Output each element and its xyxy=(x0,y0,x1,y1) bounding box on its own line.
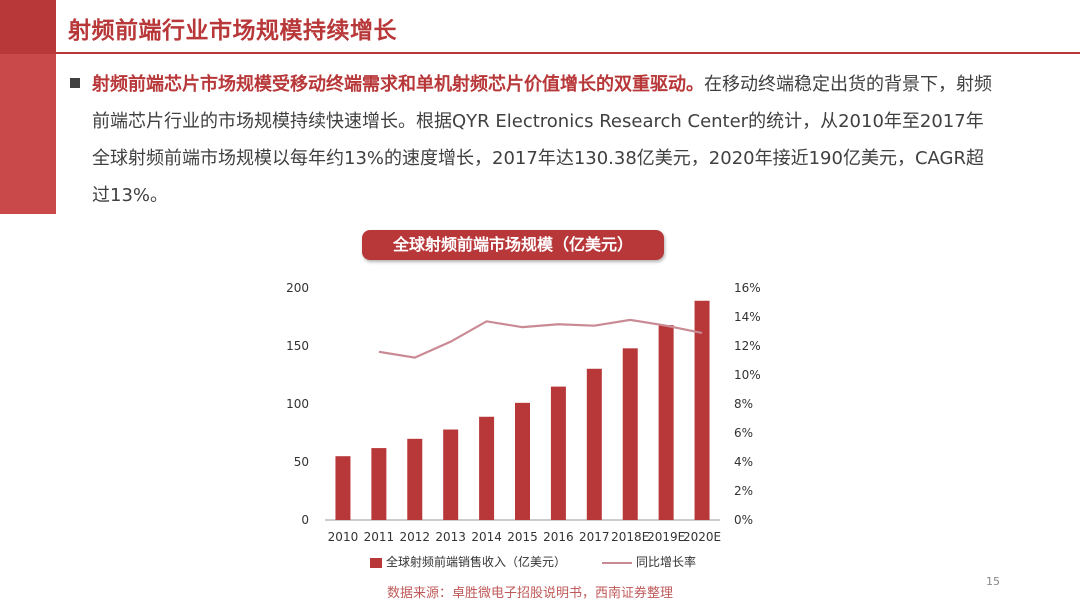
title-underline xyxy=(56,52,1080,54)
y2-tick-label: 14% xyxy=(734,310,761,324)
body-text: 在移动终端稳定出货的背景下，射频前端芯片行业的市场规模持续快速增长。根据QYR … xyxy=(92,74,992,206)
bar xyxy=(371,448,387,520)
y2-tick-label: 8% xyxy=(734,397,753,411)
data-source-note: 数据来源：卓胜微电子招股说明书，西南证券整理 xyxy=(387,586,674,601)
x-tick-label: 2010 xyxy=(328,530,359,544)
x-tick-label: 2013 xyxy=(435,530,466,544)
x-tick-label: 2017 xyxy=(579,530,610,544)
x-tick-label: 2012 xyxy=(399,530,430,544)
bar xyxy=(335,456,351,520)
bar xyxy=(658,325,674,520)
y2-tick-label: 12% xyxy=(734,339,761,353)
title-accent-bar xyxy=(0,0,56,54)
bar xyxy=(407,438,423,520)
page-number: 15 xyxy=(986,575,1000,588)
bar xyxy=(694,300,710,520)
x-tick-label: 2014 xyxy=(471,530,502,544)
legend-bar-label: 全球射频前端销售收入（亿美元） xyxy=(386,555,567,569)
y2-tick-label: 6% xyxy=(734,426,753,440)
slide-title: 射频前端行业市场规模持续增长 xyxy=(68,18,397,44)
y2-tick-label: 16% xyxy=(734,281,761,295)
chart-legend: 全球射频前端销售收入（亿美元） 同比增长率 xyxy=(370,553,696,570)
y-tick-label: 150 xyxy=(286,339,309,353)
bar xyxy=(443,429,459,520)
x-tick-label: 2020E xyxy=(683,530,721,544)
legend-line-swatch xyxy=(602,561,633,564)
bar xyxy=(622,348,638,520)
lead-sentence: 射频前端芯片市场规模受移动终端需求和单机射频芯片价值增长的双重驱动。 xyxy=(92,74,704,95)
bullet-square-icon xyxy=(70,78,80,88)
x-tick-label: 2015 xyxy=(507,530,538,544)
slide-header: 射频前端行业市场规模持续增长 xyxy=(56,0,1080,54)
y-tick-label: 0 xyxy=(301,513,309,527)
growth-rate-line xyxy=(378,318,703,359)
x-tick-label: 2016 xyxy=(543,530,574,544)
summary-paragraph: 射频前端芯片市场规模受移动终端需求和单机射频芯片价值增长的双重驱动。在移动终端稳… xyxy=(92,66,992,214)
x-tick-label: 2011 xyxy=(364,530,395,544)
y-tick-label: 50 xyxy=(294,455,309,469)
y2-tick-label: 0% xyxy=(734,513,753,527)
y-tick-label: 200 xyxy=(286,281,309,295)
side-accent-bar xyxy=(0,54,56,214)
legend-bar-swatch xyxy=(370,557,382,568)
y2-tick-label: 4% xyxy=(734,455,753,469)
bar xyxy=(586,368,602,520)
x-tick-label: 2019E xyxy=(647,530,685,544)
bar xyxy=(479,416,495,520)
x-tick-label: 2018E xyxy=(611,530,649,544)
y2-tick-label: 2% xyxy=(734,484,753,498)
bar xyxy=(515,402,530,520)
legend-line-label: 同比增长率 xyxy=(636,555,697,569)
y-tick-label: 100 xyxy=(286,397,309,411)
y2-tick-label: 10% xyxy=(734,368,761,382)
bar xyxy=(550,386,566,520)
chart-title: 全球射频前端市场规模（亿美元） xyxy=(362,230,664,260)
